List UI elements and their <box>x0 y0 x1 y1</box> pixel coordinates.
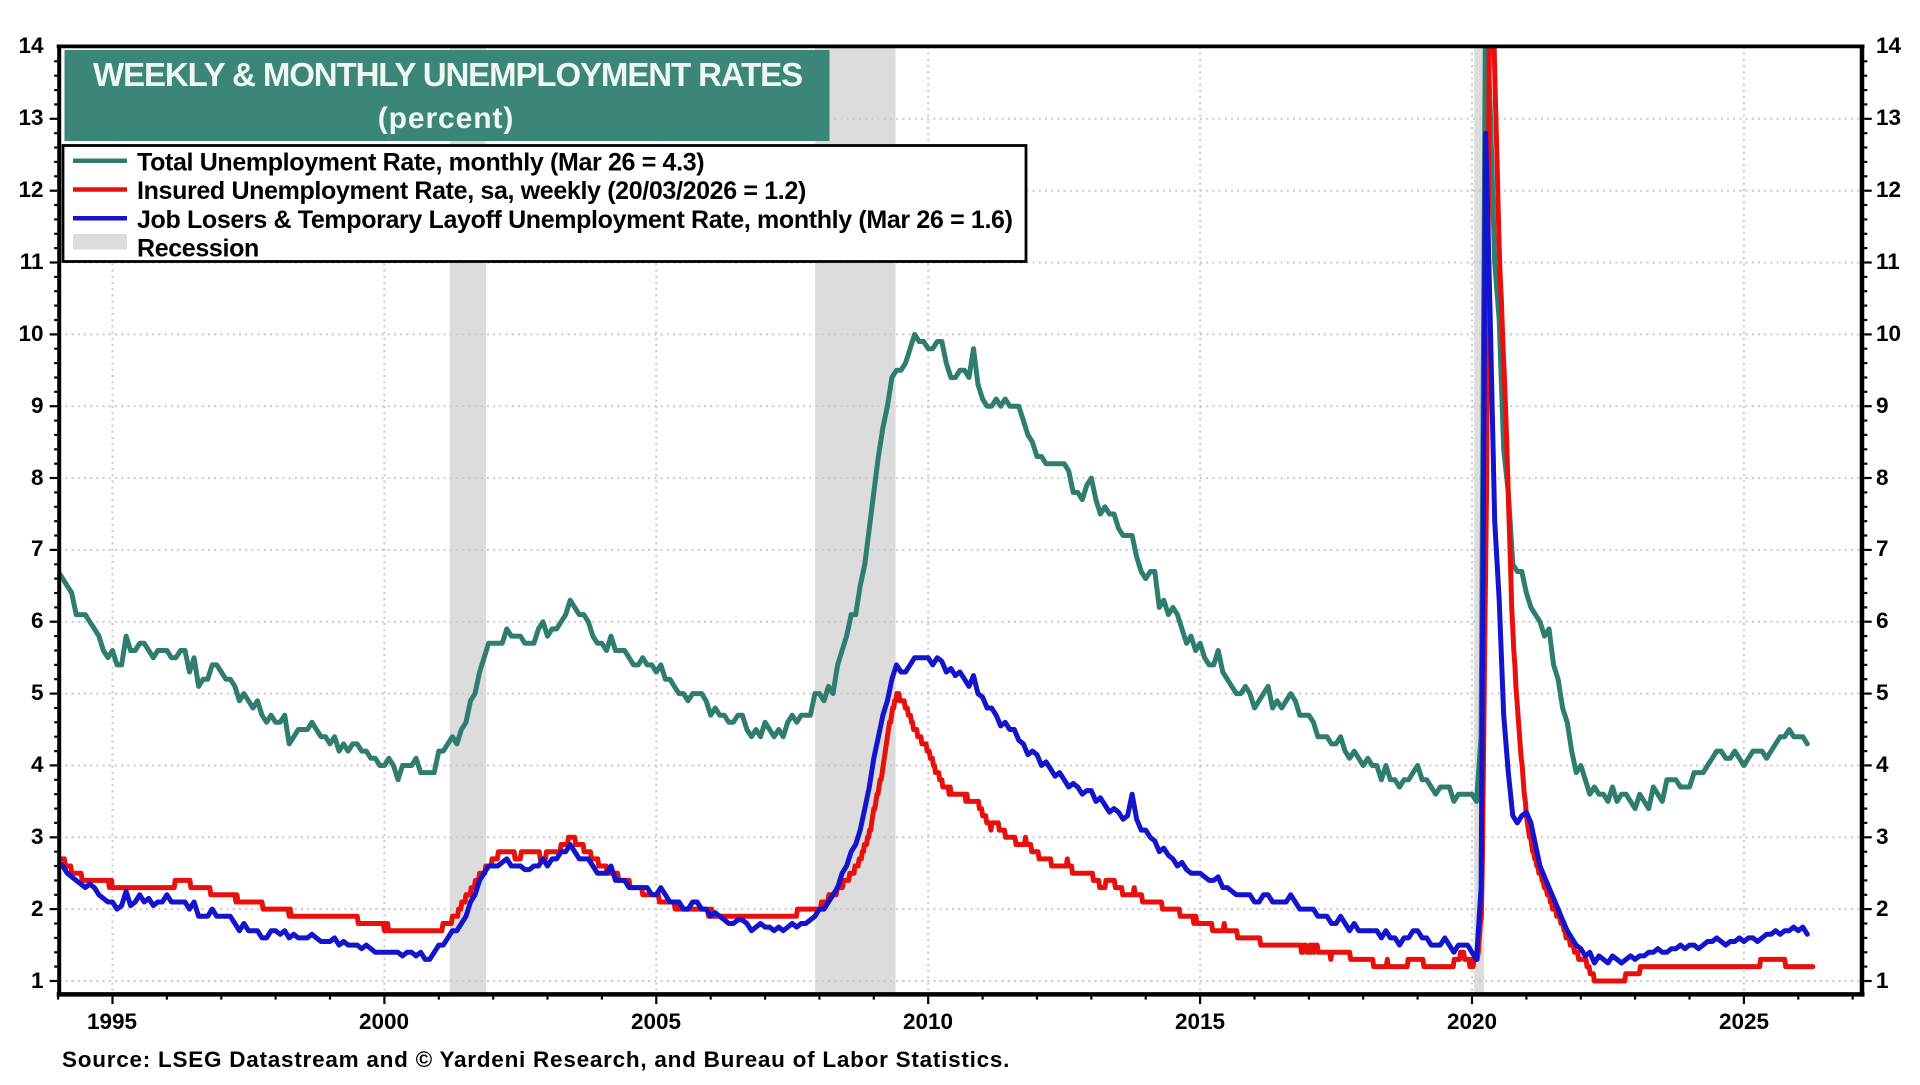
svg-text:13: 13 <box>1876 105 1901 130</box>
svg-text:2000: 2000 <box>359 1009 409 1034</box>
svg-text:1: 1 <box>1876 968 1889 993</box>
svg-text:Insured Unemployment Rate, sa,: Insured Unemployment Rate, sa, weekly (2… <box>137 177 806 205</box>
svg-text:3: 3 <box>31 824 44 849</box>
svg-text:11: 11 <box>1876 249 1900 274</box>
svg-text:8: 8 <box>31 465 44 490</box>
svg-text:7: 7 <box>31 536 44 561</box>
svg-text:2010: 2010 <box>903 1009 953 1034</box>
svg-text:6: 6 <box>1876 608 1889 633</box>
svg-text:2: 2 <box>1876 896 1889 921</box>
svg-text:12: 12 <box>1876 177 1901 202</box>
svg-text:1: 1 <box>31 968 44 993</box>
svg-text:5: 5 <box>1876 680 1889 705</box>
svg-text:2015: 2015 <box>1175 1009 1225 1034</box>
svg-text:7: 7 <box>1876 536 1889 561</box>
svg-text:4: 4 <box>1876 752 1889 777</box>
svg-text:2005: 2005 <box>631 1009 681 1034</box>
svg-text:14: 14 <box>18 33 44 58</box>
svg-text:2025: 2025 <box>1719 1009 1769 1034</box>
svg-text:10: 10 <box>1876 321 1901 346</box>
svg-text:9: 9 <box>1876 393 1889 418</box>
svg-text:10: 10 <box>18 321 43 346</box>
svg-text:Total Unemployment Rate, month: Total Unemployment Rate, monthly (Mar 26… <box>137 149 704 177</box>
svg-text:9: 9 <box>31 393 44 418</box>
svg-text:14: 14 <box>1876 33 1902 58</box>
svg-text:2: 2 <box>31 896 44 921</box>
svg-text:1995: 1995 <box>87 1009 137 1034</box>
svg-text:12: 12 <box>18 177 43 202</box>
svg-text:2020: 2020 <box>1447 1009 1497 1034</box>
svg-text:WEEKLY & MONTHLY UNEMPLOYMENT: WEEKLY & MONTHLY UNEMPLOYMENT RATES <box>93 56 802 93</box>
svg-text:5: 5 <box>31 680 44 705</box>
svg-text:13: 13 <box>18 105 43 130</box>
svg-text:Source: LSEG Datastream and ©: Source: LSEG Datastream and © Yardeni Re… <box>62 1047 1010 1072</box>
svg-text:(percent): (percent) <box>378 102 514 135</box>
svg-text:Job Losers & Temporary Layoff: Job Losers & Temporary Layoff Unemployme… <box>137 206 1013 234</box>
svg-text:6: 6 <box>31 608 44 633</box>
svg-text:11: 11 <box>20 249 44 274</box>
svg-text:4: 4 <box>31 752 44 777</box>
svg-text:8: 8 <box>1876 465 1889 490</box>
svg-text:Recession: Recession <box>137 235 259 263</box>
svg-text:3: 3 <box>1876 824 1889 849</box>
